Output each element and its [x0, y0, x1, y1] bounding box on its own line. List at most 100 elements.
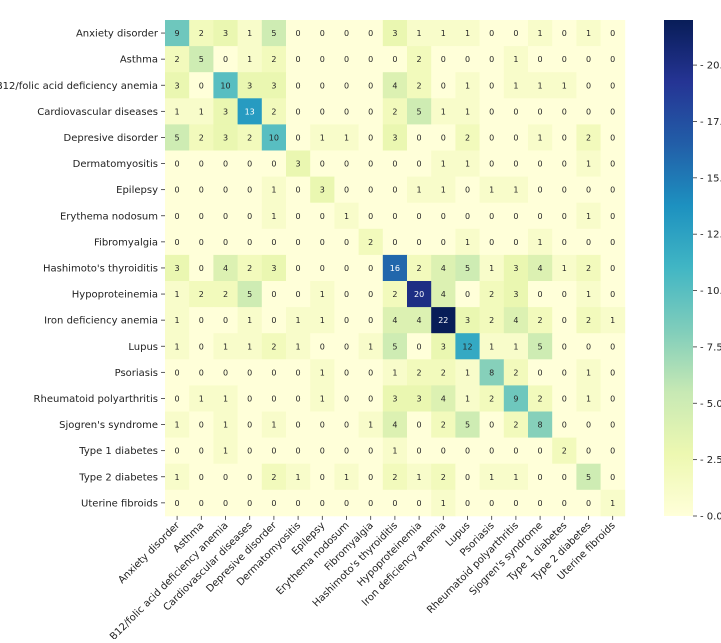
cell-value-label: 0	[368, 264, 373, 273]
cell-value-label: 0	[344, 81, 349, 90]
cell-value-label: 1	[175, 316, 180, 325]
heatmap-cell	[261, 307, 287, 334]
heatmap-cell	[261, 72, 287, 99]
heatmap-cell	[189, 98, 214, 125]
heatmap-cell	[528, 20, 553, 47]
heatmap-cell	[600, 281, 626, 308]
heatmap-cell	[528, 437, 553, 465]
colorbar-tick-label: - 20.0	[700, 61, 721, 72]
heatmap-cell	[358, 124, 384, 151]
heatmap-cell	[310, 385, 335, 412]
heatmap-cell	[358, 411, 384, 438]
heatmap-cell	[261, 359, 287, 386]
colorbar-tick-label: - 2.5	[700, 455, 721, 466]
heatmap-cell	[528, 98, 553, 125]
cell-value-label: 0	[538, 55, 543, 64]
cell-value-label: 0	[562, 473, 567, 482]
cell-value-label: 2	[175, 55, 180, 64]
heatmap-cell	[261, 463, 287, 491]
cell-value-label: 0	[489, 499, 494, 508]
heatmap-cell	[528, 281, 553, 308]
cell-value-label: 0	[610, 133, 615, 142]
heatmap-cell	[552, 254, 577, 282]
cell-value-label: 0	[247, 499, 252, 508]
heatmap-cell	[600, 463, 626, 491]
heatmap-cell	[310, 463, 335, 491]
heatmap-cell	[431, 307, 456, 334]
heatmap-cell	[503, 124, 529, 151]
cell-value-label: 1	[368, 421, 373, 430]
cell-value-label: 0	[562, 55, 567, 64]
cell-value-label: 1	[344, 133, 349, 142]
heatmap-cell	[431, 150, 456, 177]
heatmap-cell	[382, 202, 408, 230]
heatmap-cell	[407, 333, 432, 360]
cell-value-label: 2	[223, 290, 228, 299]
cell-value-label: 2	[562, 447, 567, 456]
heatmap-cell	[407, 437, 432, 465]
cell-value-label: 0	[296, 421, 301, 430]
colorbar-tick-label: - 12.5	[700, 230, 721, 241]
heatmap-cell	[552, 228, 577, 256]
cell-value-label: 2	[392, 473, 397, 482]
row-label-uterine-fibroids: Uterine fibroids	[81, 498, 158, 509]
heatmap-cell	[358, 359, 384, 386]
cell-value-label: 13	[245, 107, 255, 116]
cell-value-label: 2	[417, 55, 422, 64]
cell-value-label: 0	[199, 264, 204, 273]
cell-value-label: 0	[368, 290, 373, 299]
heatmap-cell	[552, 98, 577, 125]
cell-value-label: 4	[392, 421, 397, 430]
heatmap-cell	[407, 463, 432, 491]
cell-value-label: 0	[199, 499, 204, 508]
heatmap-cell	[455, 359, 480, 386]
heatmap-cell	[600, 437, 626, 465]
heatmap-cell	[213, 20, 238, 47]
heatmap-cell	[407, 72, 432, 99]
cell-value-label: 0	[368, 186, 373, 195]
cell-value-label: 2	[199, 290, 204, 299]
cell-value-label: 0	[223, 473, 228, 482]
heatmap-cell	[334, 228, 359, 256]
cell-value-label: 0	[368, 29, 373, 38]
cell-value-label: 0	[489, 421, 494, 430]
heatmap-cell	[286, 46, 311, 73]
cell-value-label: 0	[489, 133, 494, 142]
heatmap-cell	[431, 463, 456, 491]
cell-value-label: 3	[223, 133, 228, 142]
row-label-fibromyalgia: Fibromyalgia	[94, 237, 158, 248]
cell-value-label: 0	[562, 29, 567, 38]
heatmap-cell	[310, 72, 335, 99]
heatmap-cell	[358, 20, 384, 47]
heatmap-cell	[576, 489, 601, 517]
row-label-type-1-diabetes: Type 1 diabetes	[78, 446, 158, 457]
heatmap-cell	[237, 202, 263, 230]
cell-value-label: 1	[538, 81, 543, 90]
cell-value-label: 0	[296, 81, 301, 90]
cell-value-label: 9	[513, 394, 518, 403]
heatmap-cell	[237, 489, 263, 517]
heatmap-cell	[407, 176, 432, 204]
cell-value-label: 5	[465, 421, 470, 430]
cell-value-label: 2	[586, 316, 591, 325]
cell-value-label: 1	[199, 394, 204, 403]
cell-value-label: 3	[513, 290, 518, 299]
cell-value-label: 3	[175, 264, 180, 273]
heatmap-cell	[213, 124, 238, 151]
cell-value-label: 1	[489, 186, 494, 195]
cell-value-label: 4	[441, 394, 446, 403]
heatmap-cell	[189, 254, 214, 282]
cell-value-label: 0	[344, 55, 349, 64]
cell-value-label: 0	[513, 212, 518, 221]
heatmap-cell	[431, 72, 456, 99]
cell-value-label: 1	[320, 316, 325, 325]
heatmap-cell	[286, 98, 311, 125]
heatmap-cell	[261, 385, 287, 412]
heatmap-cell	[358, 281, 384, 308]
cell-value-label: 0	[368, 394, 373, 403]
cell-value-label: 0	[271, 394, 276, 403]
heatmap-cell	[479, 150, 505, 177]
cell-value-label: 0	[296, 133, 301, 142]
cell-value-label: 2	[271, 55, 276, 64]
heatmap-cell	[189, 46, 214, 73]
